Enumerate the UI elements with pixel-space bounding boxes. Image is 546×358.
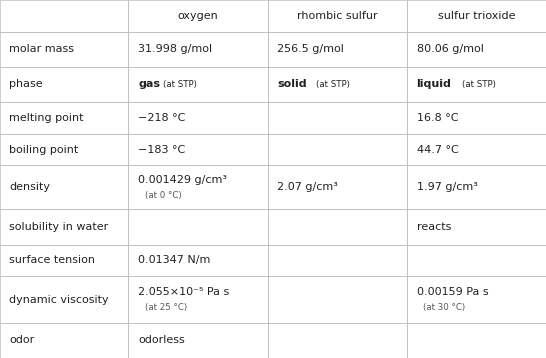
Bar	[0, 102, 128, 134]
Text: solubility in water: solubility in water	[9, 222, 108, 232]
Bar	[268, 0, 407, 32]
Bar	[407, 0, 546, 32]
Text: density: density	[9, 183, 50, 192]
Bar	[0, 0, 128, 32]
Bar	[128, 102, 268, 134]
Bar	[268, 134, 407, 165]
Text: 44.7 °C: 44.7 °C	[417, 145, 458, 155]
Text: phase: phase	[9, 79, 43, 90]
Text: solid: solid	[277, 79, 307, 90]
Text: (at 0 °C): (at 0 °C)	[145, 191, 182, 200]
Text: 0.00159 Pa s: 0.00159 Pa s	[417, 287, 488, 297]
Text: sulfur trioxide: sulfur trioxide	[438, 11, 515, 21]
Bar	[268, 209, 407, 245]
Text: dynamic viscosity: dynamic viscosity	[9, 295, 109, 305]
Bar	[407, 276, 546, 323]
Text: 0.001429 g/cm³: 0.001429 g/cm³	[138, 175, 227, 185]
Bar	[407, 134, 546, 165]
Bar	[128, 165, 268, 209]
Bar	[0, 276, 128, 323]
Bar	[0, 245, 128, 276]
Bar	[0, 67, 128, 102]
Bar	[268, 67, 407, 102]
Bar	[128, 245, 268, 276]
Bar	[128, 134, 268, 165]
Text: 256.5 g/mol: 256.5 g/mol	[277, 44, 344, 54]
Bar	[0, 209, 128, 245]
Text: −218 °C: −218 °C	[138, 113, 186, 123]
Text: surface tension: surface tension	[9, 255, 95, 265]
Bar	[268, 276, 407, 323]
Bar	[128, 323, 268, 358]
Text: boiling point: boiling point	[9, 145, 78, 155]
Text: melting point: melting point	[9, 113, 84, 123]
Text: molar mass: molar mass	[9, 44, 74, 54]
Text: (at 30 °C): (at 30 °C)	[424, 304, 466, 313]
Bar	[268, 102, 407, 134]
Bar	[407, 67, 546, 102]
Text: gas: gas	[138, 79, 160, 90]
Bar	[407, 245, 546, 276]
Bar	[407, 32, 546, 67]
Text: odor: odor	[9, 335, 34, 345]
Text: 31.998 g/mol: 31.998 g/mol	[138, 44, 212, 54]
Bar	[268, 245, 407, 276]
Bar	[128, 0, 268, 32]
Bar	[407, 165, 546, 209]
Text: 2.055×10⁻⁵ Pa s: 2.055×10⁻⁵ Pa s	[138, 287, 229, 297]
Text: −183 °C: −183 °C	[138, 145, 185, 155]
Text: odorless: odorless	[138, 335, 185, 345]
Text: 80.06 g/mol: 80.06 g/mol	[417, 44, 483, 54]
Bar	[128, 32, 268, 67]
Text: 2.07 g/cm³: 2.07 g/cm³	[277, 183, 338, 192]
Bar	[268, 165, 407, 209]
Bar	[268, 323, 407, 358]
Text: 16.8 °C: 16.8 °C	[417, 113, 458, 123]
Text: (at STP): (at STP)	[163, 80, 197, 89]
Bar	[0, 32, 128, 67]
Bar	[268, 32, 407, 67]
Text: reacts: reacts	[417, 222, 451, 232]
Bar	[407, 209, 546, 245]
Bar	[128, 276, 268, 323]
Bar	[407, 102, 546, 134]
Text: oxygen: oxygen	[177, 11, 218, 21]
Text: rhombic sulfur: rhombic sulfur	[297, 11, 377, 21]
Text: (at STP): (at STP)	[316, 80, 349, 89]
Bar	[0, 323, 128, 358]
Text: (at 25 °C): (at 25 °C)	[145, 304, 187, 313]
Bar	[128, 209, 268, 245]
Text: 0.01347 N/m: 0.01347 N/m	[138, 255, 210, 265]
Bar	[407, 323, 546, 358]
Bar	[0, 165, 128, 209]
Bar	[0, 134, 128, 165]
Text: liquid: liquid	[417, 79, 452, 90]
Bar	[128, 67, 268, 102]
Text: (at STP): (at STP)	[462, 80, 496, 89]
Text: 1.97 g/cm³: 1.97 g/cm³	[417, 183, 477, 192]
